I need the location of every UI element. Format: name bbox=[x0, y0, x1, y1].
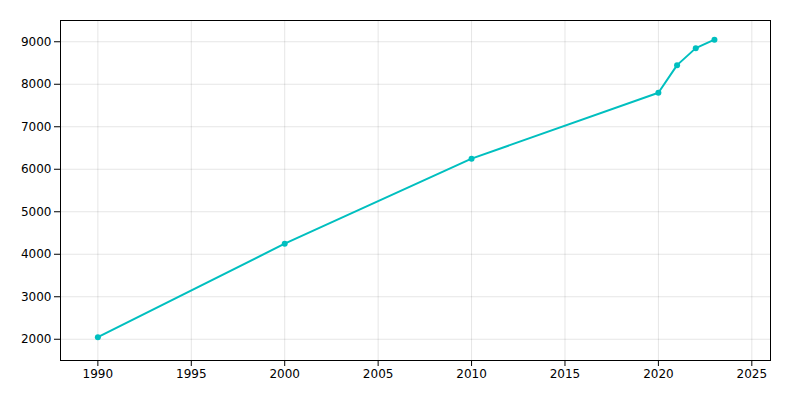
svg-text:2020: 2020 bbox=[643, 367, 674, 381]
svg-text:2010: 2010 bbox=[456, 367, 487, 381]
svg-text:1990: 1990 bbox=[83, 367, 114, 381]
svg-text:2000: 2000 bbox=[269, 367, 300, 381]
svg-text:2000: 2000 bbox=[21, 332, 52, 346]
svg-text:2025: 2025 bbox=[737, 367, 768, 381]
svg-text:2015: 2015 bbox=[550, 367, 581, 381]
svg-text:6000: 6000 bbox=[21, 162, 52, 176]
svg-text:8000: 8000 bbox=[21, 77, 52, 91]
svg-text:2005: 2005 bbox=[363, 367, 394, 381]
svg-text:1995: 1995 bbox=[176, 367, 207, 381]
svg-text:4000: 4000 bbox=[21, 247, 52, 261]
svg-text:3000: 3000 bbox=[21, 290, 52, 304]
svg-text:9000: 9000 bbox=[21, 35, 52, 49]
svg-text:5000: 5000 bbox=[21, 205, 52, 219]
svg-text:7000: 7000 bbox=[21, 120, 52, 134]
